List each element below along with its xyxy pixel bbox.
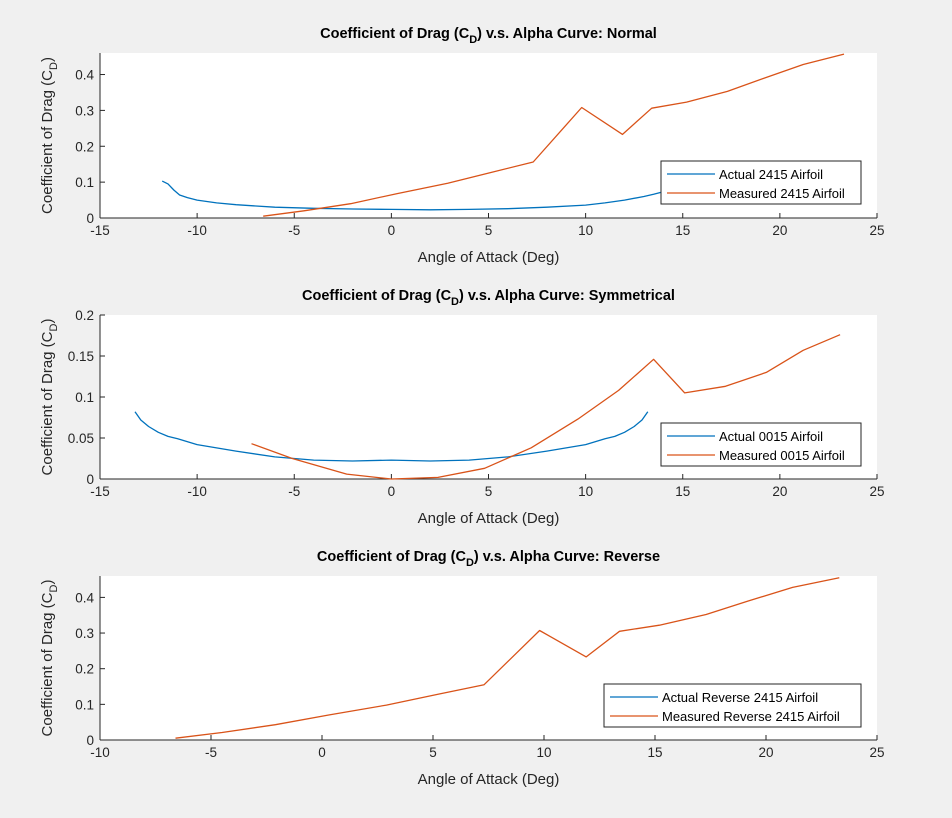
chart-title-subscript: D (451, 296, 459, 308)
x-tick-label: -15 (90, 223, 110, 238)
y-axis-label-subscript: D (48, 324, 60, 332)
y-axis-label-suffix: ) (39, 580, 56, 585)
y-axis-label: Coefficient of Drag (CD) (39, 319, 60, 476)
chart-panel-3: -10 -5 0 5 10 15 20 25 0 0.1 0.2 0.3 0.4 Coefficient … (39, 549, 885, 788)
y-axis-label-subscript: D (48, 62, 60, 70)
chart-title-prefix: Coefficient of Drag (C (302, 288, 452, 304)
legend-entry: Measured Reverse 2415 Airfoil (662, 709, 840, 724)
legend-box (660, 422, 862, 467)
series-line-measured (251, 334, 841, 480)
x-axis-label: Angle of Attack (Deg) (418, 510, 560, 527)
y-tick-label: 0.15 (68, 349, 94, 364)
series-line-actual (161, 180, 664, 211)
chart-title-prefix: Coefficient of Drag (C (320, 26, 470, 42)
series-line-measured (175, 577, 840, 739)
legend-entry: Measured 2415 Airfoil (719, 186, 845, 201)
x-tick-label: 25 (869, 745, 884, 760)
legend: Actual 0015 Airfoil Measured 0015 Airfoil (660, 422, 862, 467)
y-tick-label: 0.4 (75, 68, 94, 83)
x-tick-label: -5 (205, 745, 217, 760)
y-tick-label: 0 (86, 733, 94, 748)
y-tick-label: 0.2 (75, 662, 94, 677)
x-tick-label: 5 (485, 484, 493, 499)
legend-box (660, 160, 862, 205)
x-tick-label: 10 (578, 223, 593, 238)
y-tick-label: 0 (86, 472, 94, 487)
y-axis-label: Coefficient of Drag (CD) (39, 580, 60, 737)
x-tick-label: 0 (388, 484, 396, 499)
series-line-actual (134, 411, 649, 462)
x-tick-label: -10 (187, 223, 207, 238)
y-axis-label-suffix: ) (39, 57, 56, 62)
x-tick-label: -10 (90, 745, 110, 760)
x-tick-label: 20 (758, 745, 773, 760)
x-tick-label: -15 (90, 484, 110, 499)
x-tick-label: 5 (485, 223, 493, 238)
chart-title-suffix: ) v.s. Alpha Curve: Normal (477, 26, 657, 42)
y-axis-label-prefix: Coefficient of Drag (C (39, 331, 56, 475)
x-tick-label: 10 (536, 745, 551, 760)
x-tick-label: 10 (578, 484, 593, 499)
y-tick-label: 0 (86, 211, 94, 226)
chart-title-subscript: D (466, 557, 474, 569)
x-tick-label: 5 (429, 745, 437, 760)
chart-title-suffix: ) v.s. Alpha Curve: Symmetrical (459, 288, 675, 304)
legend: Actual Reverse 2415 Airfoil Measured Reve… (603, 683, 862, 728)
x-tick-label: -5 (288, 484, 300, 499)
y-tick-label: 0.3 (75, 103, 94, 118)
y-axis-label-prefix: Coefficient of Drag (C (39, 70, 56, 214)
y-axis-label: Coefficient of Drag (CD) (39, 57, 60, 214)
y-axis-label-suffix: ) (39, 319, 56, 324)
x-axis-label: Angle of Attack (Deg) (418, 771, 560, 788)
legend-entry: Measured 0015 Airfoil (719, 448, 845, 463)
chart-title: Coefficient of Drag (CD) v.s. Alpha Curv… (302, 288, 675, 308)
y-tick-label: 0.1 (75, 175, 94, 190)
chart-title-subscript: D (469, 34, 477, 46)
legend-box (603, 683, 862, 728)
legend-entry: Actual 2415 Airfoil (719, 167, 823, 182)
chart-title: Coefficient of Drag (CD) v.s. Alpha Curv… (320, 26, 657, 46)
x-axis-label: Angle of Attack (Deg) (418, 249, 560, 266)
x-tick-label: 0 (318, 745, 326, 760)
chart-panel-1: -15 -10 -5 0 5 10 15 20 25 0 0.1 0.2 0.3 0.4 Coefficie… (39, 26, 885, 266)
y-axis-label-subscript: D (48, 585, 60, 593)
x-tick-label: 25 (869, 223, 884, 238)
x-tick-label: 15 (647, 745, 662, 760)
chart-title-prefix: Coefficient of Drag (C (317, 549, 467, 565)
chart-title: Coefficient of Drag (CD) v.s. Alpha Curv… (317, 549, 660, 569)
x-tick-label: 0 (388, 223, 396, 238)
legend: Actual 2415 Airfoil Measured 2415 Airfoil (660, 160, 862, 205)
x-tick-label: 20 (772, 223, 787, 238)
y-tick-label: 0.4 (75, 590, 94, 605)
chart-title-suffix: ) v.s. Alpha Curve: Reverse (474, 549, 660, 565)
chart-panel-2: -15 -10 -5 0 5 10 15 20 25 0 0.05 0.1 0.15 0.2 Coeffic… (39, 288, 885, 527)
series-line-measured (263, 53, 845, 217)
x-tick-label: 15 (675, 223, 690, 238)
x-tick-label: 25 (869, 484, 884, 499)
y-tick-label: 0.2 (75, 308, 94, 323)
x-tick-label: -10 (187, 484, 207, 499)
y-tick-label: 0.05 (68, 431, 94, 446)
y-tick-label: 0.3 (75, 626, 94, 641)
x-tick-label: -5 (288, 223, 300, 238)
y-tick-label: 0.2 (75, 139, 94, 154)
x-tick-label: 15 (675, 484, 690, 499)
y-tick-label: 0.1 (75, 697, 94, 712)
y-axis-label-prefix: Coefficient of Drag (C (39, 592, 56, 736)
x-tick-label: 20 (772, 484, 787, 499)
y-tick-label: 0.1 (75, 390, 94, 405)
legend-entry: Actual Reverse 2415 Airfoil (662, 690, 818, 705)
legend-entry: Actual 0015 Airfoil (719, 429, 823, 444)
